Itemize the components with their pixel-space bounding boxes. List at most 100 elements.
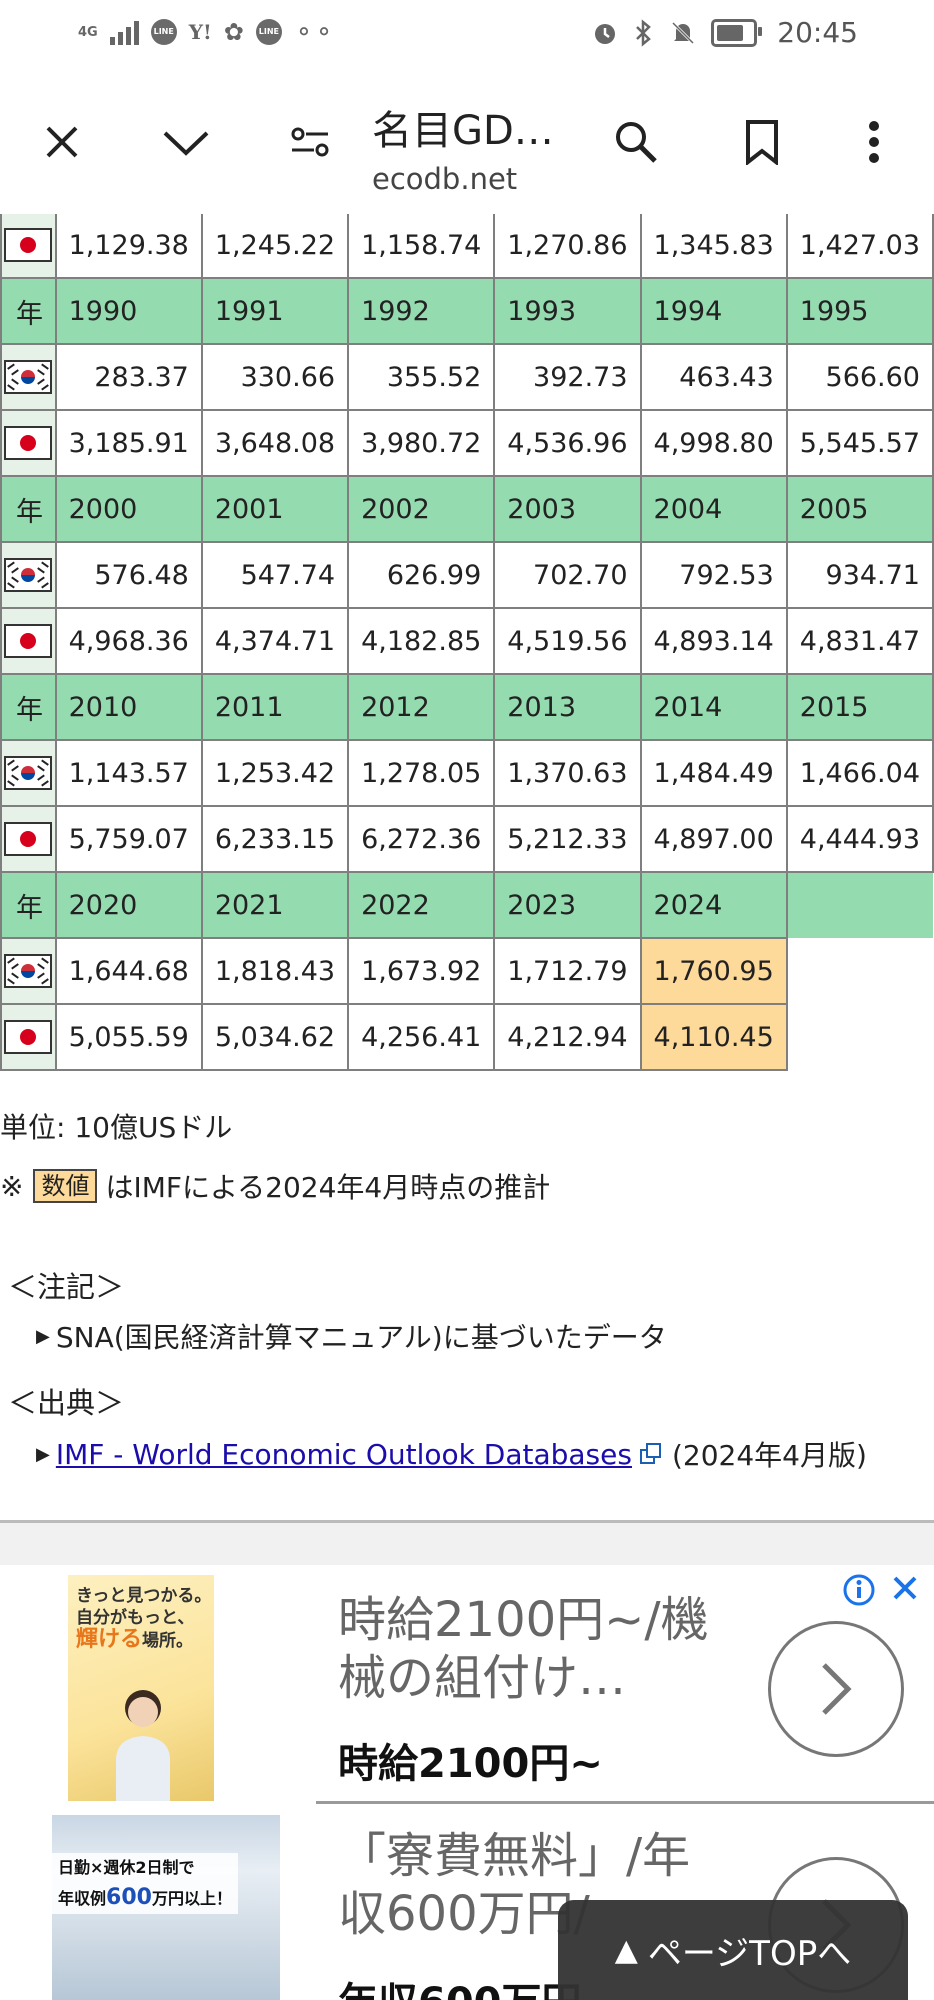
year-cell: 2015 xyxy=(785,673,934,741)
value-cell: 1,818.43 xyxy=(200,937,350,1005)
close-tab-button[interactable] xyxy=(32,112,92,172)
value-cell: 4,110.45 xyxy=(639,1003,788,1071)
value-cell: 4,831.47 xyxy=(785,607,934,675)
value-cell: 3,980.72 xyxy=(347,409,496,477)
value-cell: 4,374.71 xyxy=(200,607,350,675)
value-cell: 702.70 xyxy=(493,541,642,609)
year-cell: 2014 xyxy=(639,673,788,741)
year-label: 年 xyxy=(0,277,57,345)
year-cell: 2024 xyxy=(639,871,788,939)
page-host: ecodb.net xyxy=(372,162,518,196)
korea-flag-cell xyxy=(0,739,57,807)
search-button[interactable] xyxy=(606,112,666,172)
site-settings-button[interactable] xyxy=(280,112,340,172)
empty-cell xyxy=(787,938,933,1004)
network-type: 4G xyxy=(78,24,98,40)
value-cell: 1,129.38 xyxy=(54,214,203,279)
browser-toolbar: 名目GD… ecodb.net xyxy=(0,72,934,215)
year-label: 年 xyxy=(0,475,57,543)
more-menu-button[interactable] xyxy=(844,112,904,172)
korea-flag-cell xyxy=(0,937,57,1005)
value-cell: 547.74 xyxy=(200,541,350,609)
year-cell: 2012 xyxy=(347,673,496,741)
ad-info-icon[interactable] xyxy=(842,1573,876,1607)
year-cell: 2023 xyxy=(493,871,642,939)
tune-icon xyxy=(291,127,329,157)
page-title-area[interactable]: 名目GD… ecodb.net xyxy=(372,98,592,196)
japan-flag-icon xyxy=(4,624,53,658)
estimate-note: ※ 数値 はIMFによる2024年4月時点の推計 xyxy=(0,1166,550,1206)
ad-headline-1[interactable]: 時給2100円~/機械の組付け… xyxy=(338,1592,709,1706)
value-cell: 355.52 xyxy=(347,343,496,411)
value-cell: 463.43 xyxy=(639,343,788,411)
value-cell: 5,759.07 xyxy=(54,805,203,873)
battery-icon xyxy=(711,18,763,47)
japan-row: 3,185.91 3,648.08 3,980.72 4,536.96 4,998.80… xyxy=(0,409,934,477)
year-cell: 2021 xyxy=(200,871,350,939)
page-top-button[interactable]: ▲ ページTOPへ xyxy=(558,1900,908,2000)
voicemail-icon: ⚬⚬ xyxy=(293,18,335,46)
japan-row: 1,129.38 1,245.22 1,158.74 1,270.86 1,345.83… xyxy=(0,214,934,279)
year-cell: 2001 xyxy=(200,475,350,543)
external-link-icon[interactable] xyxy=(639,1443,662,1465)
ad-headline-2[interactable]: 「寮費無料」/年収600万円/ xyxy=(338,1828,691,1942)
year-cell: 1990 xyxy=(54,277,203,345)
value-cell: 1,466.04 xyxy=(785,739,934,807)
ad-close-icon[interactable] xyxy=(888,1571,922,1605)
japan-row: 5,055.59 5,034.62 4,256.41 4,212.94 4,110.45 xyxy=(0,1003,933,1071)
source-heading: ＜出典＞ xyxy=(8,1386,125,1420)
value-cell: 1,253.42 xyxy=(200,739,350,807)
page-top-label: ページTOPへ xyxy=(647,1933,852,1974)
year-cell: 2000 xyxy=(54,475,203,543)
source-edition: (2024年4月版) xyxy=(671,1439,867,1472)
source-link[interactable]: IMF - World Economic Outlook Databases xyxy=(55,1437,632,1471)
clock: 20:45 xyxy=(777,16,858,49)
bookmark-button[interactable] xyxy=(732,112,792,172)
year-cell: 1995 xyxy=(785,277,934,345)
ad-subline-2[interactable]: 年収600万円 xyxy=(338,1970,582,2000)
ad-image-factory[interactable]: 日勤×週休2日制で 年収例600万円以上！ xyxy=(52,1815,280,2000)
value-cell: 4,897.00 xyxy=(639,805,788,873)
collapse-button[interactable] xyxy=(156,112,216,172)
korea-flag-icon xyxy=(4,756,53,790)
value-cell: 1,278.05 xyxy=(347,739,496,807)
year-cell: 1991 xyxy=(200,277,350,345)
value-cell: 4,444.93 xyxy=(785,805,934,873)
source-item: ▶ IMF - World Economic Outlook Databases… xyxy=(36,1434,867,1474)
year-row: 年 1990 1991 1992 1993 1994 1995 xyxy=(0,277,934,345)
korea-row: 283.37 330.66 355.52 392.73 463.43 566.60 xyxy=(0,343,934,411)
value-cell: 576.48 xyxy=(54,541,203,609)
person-photo-icon xyxy=(116,1690,170,1801)
korea-flag-cell xyxy=(0,343,57,411)
value-cell: 4,212.94 xyxy=(493,1003,642,1071)
ad-subline-1[interactable]: 時給2100円~ xyxy=(338,1741,603,1787)
ad-image-factory-text: 日勤×週休2日制で 年収例600万円以上！ xyxy=(52,1853,238,1914)
mute-icon xyxy=(672,21,695,44)
value-cell: 3,648.08 xyxy=(200,409,350,477)
japan-flag-cell xyxy=(0,805,57,873)
value-cell: 1,158.74 xyxy=(347,214,496,279)
value-cell: 626.99 xyxy=(347,541,496,609)
japan-row: 5,759.07 6,233.15 6,272.36 5,212.33 4,897.00… xyxy=(0,805,934,873)
japan-flag-cell xyxy=(0,607,57,675)
value-cell: 4,519.56 xyxy=(493,607,642,675)
value-cell: 4,182.85 xyxy=(347,607,496,675)
alarm-icon xyxy=(595,23,616,44)
gdp-table-container: 1,129.38 1,245.22 1,158.74 1,270.86 1,345.83… xyxy=(0,214,934,1090)
ad-image-recruit-text: きっと見つかる。 自分がもっと、 輝ける場所。 xyxy=(76,1586,212,1652)
ad-image-recruit[interactable]: きっと見つかる。 自分がもっと、 輝ける場所。 xyxy=(68,1575,214,1801)
unit-note: 単位: 10億USドル xyxy=(0,1111,233,1144)
section-divider xyxy=(0,1520,934,1523)
value-cell: 1,760.95 xyxy=(639,937,788,1005)
line-app-icon-2: LINE xyxy=(255,19,282,45)
bullet-arrow-icon: ▶ xyxy=(36,1325,50,1347)
value-cell: 4,256.41 xyxy=(347,1003,496,1071)
figure-app-icon: ✿ xyxy=(223,18,244,46)
empty-cell xyxy=(787,1004,933,1070)
value-cell: 5,212.33 xyxy=(493,805,642,873)
korea-flag-icon xyxy=(4,558,53,592)
value-cell: 1,345.83 xyxy=(639,214,788,279)
ad-arrow-button-1[interactable] xyxy=(768,1621,904,1757)
ad-separator xyxy=(316,1801,934,1804)
korea-flag-icon xyxy=(4,360,53,394)
